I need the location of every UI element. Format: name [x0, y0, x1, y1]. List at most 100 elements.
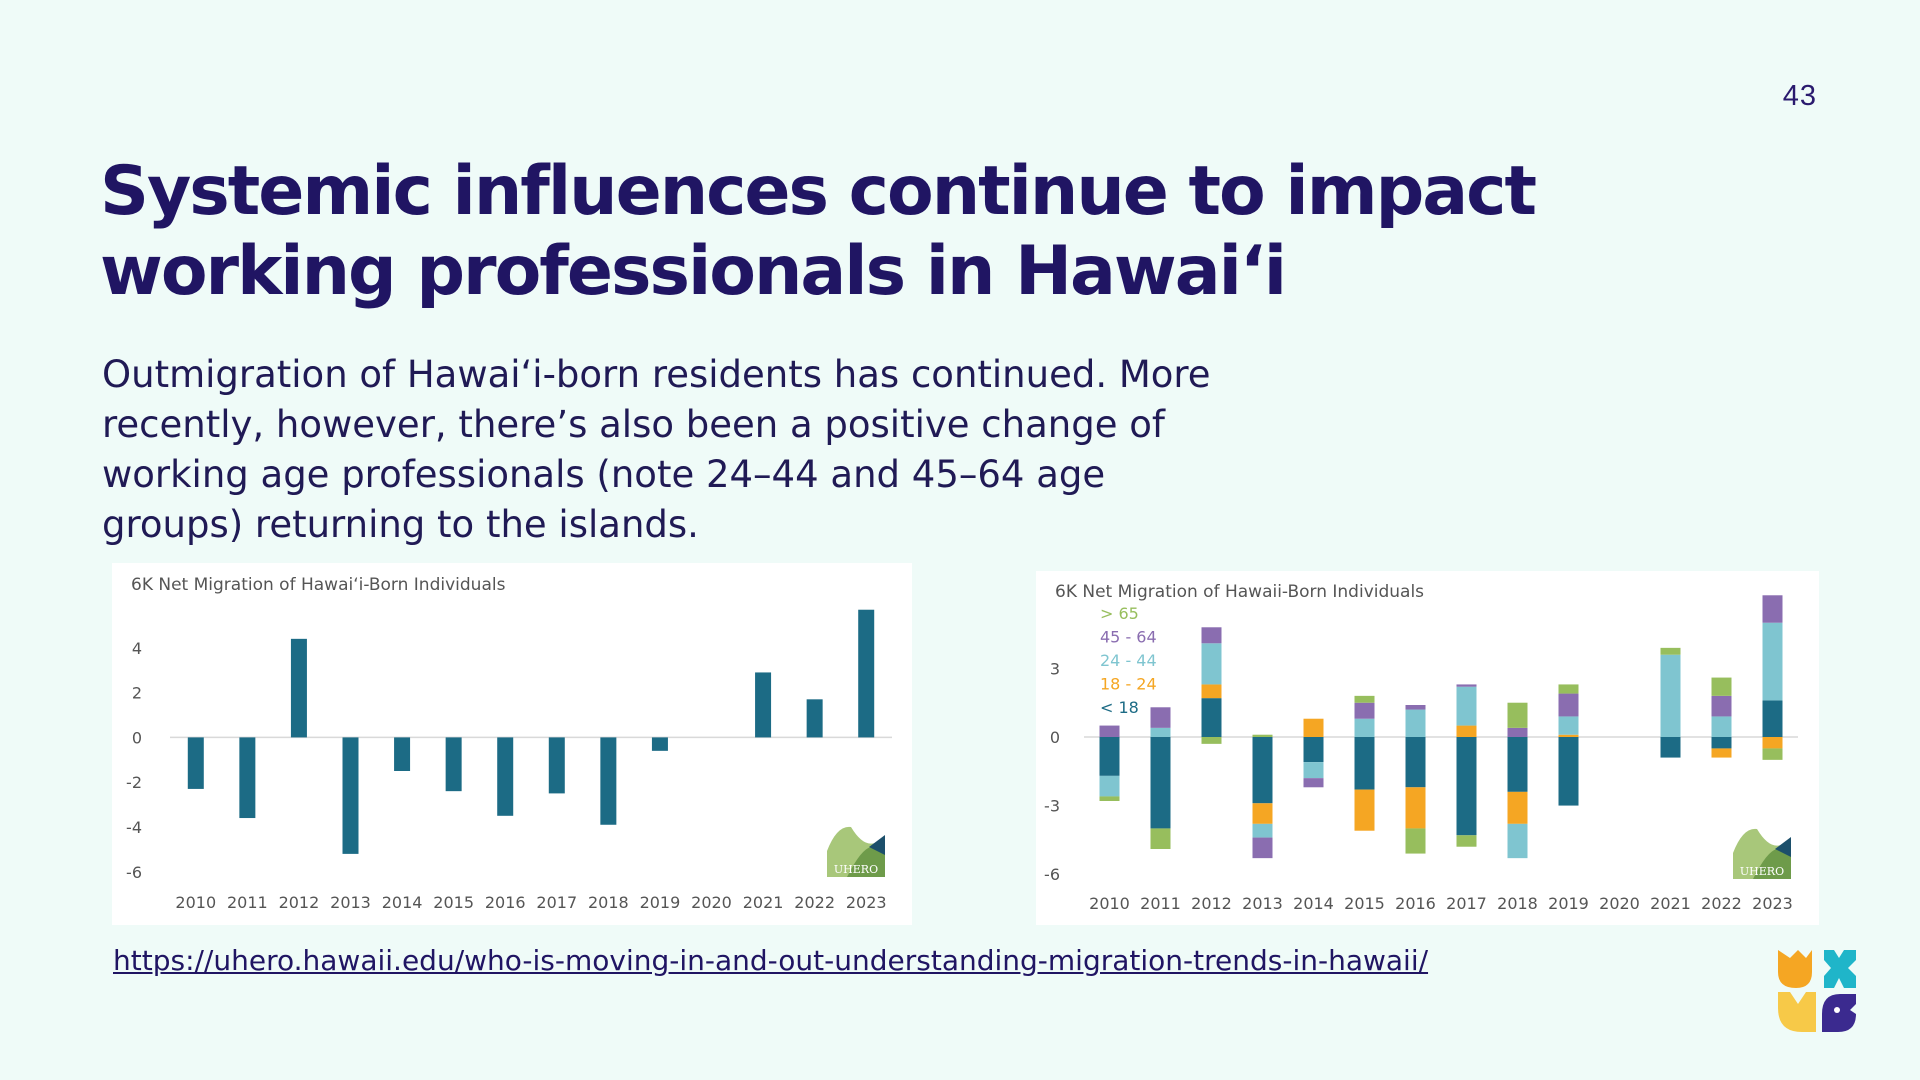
x-tick-label: 2013	[1242, 894, 1283, 913]
x-tick-label: 2020	[691, 893, 732, 912]
body-line-3: working age professionals (note 24–44 an…	[102, 453, 1106, 496]
bar-2016-lt18	[1405, 737, 1426, 788]
watermark-wave	[869, 835, 885, 855]
bar-2010-gt65	[1099, 796, 1120, 801]
y-tick-label: 0	[132, 728, 142, 747]
net-migration-chart: 6K Net Migration of Hawai‘i-Born Individ…	[112, 563, 912, 925]
x-tick-label: 2022	[794, 893, 835, 912]
bar-2013-gt65	[1252, 734, 1273, 737]
bar-2021-lt18	[1660, 737, 1681, 758]
y-tick-label: 2	[132, 684, 142, 703]
bar-2017	[548, 737, 565, 794]
x-tick-label: 2015	[1344, 894, 1385, 913]
watermark-text: UHERO	[834, 863, 878, 876]
bar-2022-a18_24	[1711, 748, 1732, 758]
legend-item: > 65	[1100, 604, 1139, 623]
bar-2022-lt18	[1711, 737, 1732, 749]
body-paragraph: Outmigration of Hawai‘i-born residents h…	[102, 350, 1322, 550]
bar-2010-a45_64	[1099, 725, 1120, 737]
page-title-line-1: Systemic influences continue to impact	[100, 152, 1537, 231]
bar-2023-a24_44	[1762, 622, 1783, 701]
x-tick-label: 2016	[485, 893, 526, 912]
bar-2012-lt18	[1201, 698, 1222, 737]
bar-2021-gt65	[1660, 647, 1681, 655]
bar-2012-gt65	[1201, 737, 1222, 744]
bar-2023	[858, 609, 875, 738]
body-line-1: Outmigration of Hawai‘i-born residents h…	[102, 353, 1211, 396]
x-tick-label: 2021	[743, 893, 784, 912]
x-tick-label: 2017	[536, 893, 577, 912]
bar-2016	[497, 737, 514, 816]
bar-2013-a45_64	[1252, 837, 1273, 859]
bar-2013-lt18	[1252, 737, 1273, 804]
y-tick-label: 3	[1050, 659, 1060, 678]
legend-item: 24 - 44	[1100, 651, 1157, 670]
bar-2018-a18_24	[1507, 791, 1528, 824]
bar-2023-lt18	[1762, 700, 1783, 737]
uhero-watermark-icon: UHERO	[1733, 828, 1791, 879]
y-tick-label: 0	[1050, 728, 1060, 747]
age-group-migration-chart-svg: 6K Net Migration of Hawaii-Born Individu…	[1044, 582, 1798, 913]
bar-2011	[239, 737, 256, 819]
bar-2023-a18_24	[1762, 737, 1783, 749]
brand-logo-icon	[1778, 950, 1856, 1032]
bar-2021	[755, 672, 772, 738]
bar-2010-lt18	[1099, 737, 1120, 776]
body-line-2: recently, however, there’s also been a p…	[102, 403, 1165, 446]
bar-2017-a24_44	[1456, 686, 1477, 726]
x-tick-label: 2023	[846, 893, 887, 912]
bar-2023-gt65	[1762, 748, 1783, 760]
bar-2016-a45_64	[1405, 705, 1426, 710]
source-link[interactable]: https://uhero.hawaii.edu/who-is-moving-i…	[113, 944, 1429, 977]
x-tick-label: 2018	[1497, 894, 1538, 913]
legend-item: 45 - 64	[1100, 628, 1157, 647]
bar-2015	[445, 737, 462, 792]
bar-2013	[342, 737, 359, 854]
bar-2015-a18_24	[1354, 789, 1375, 831]
x-tick-label: 2011	[227, 893, 268, 912]
bar-2012-a18_24	[1201, 684, 1222, 699]
age-group-migration-chart: 6K Net Migration of Hawaii-Born Individu…	[1036, 571, 1819, 925]
bar-2019	[651, 737, 668, 751]
bar-2019-gt65	[1558, 684, 1579, 694]
bar-2012-a24_44	[1201, 643, 1222, 685]
x-tick-label: 2022	[1701, 894, 1742, 913]
bar-2018-lt18	[1507, 737, 1528, 792]
bar-2016-a18_24	[1405, 787, 1426, 829]
page-title: Systemic influences continue to impact w…	[100, 152, 1700, 312]
x-tick-label: 2019	[1548, 894, 1589, 913]
bar-2015-a24_44	[1354, 718, 1375, 737]
bar-2019-a18_24	[1558, 734, 1579, 737]
bar-2021-a24_44	[1660, 654, 1681, 737]
y-tick-label: -3	[1044, 797, 1060, 816]
bar-2019-a24_44	[1558, 716, 1579, 735]
bar-2014-a45_64	[1303, 778, 1324, 788]
bar-2011-a24_44	[1150, 727, 1171, 737]
x-tick-label: 2010	[1089, 894, 1130, 913]
legend-item: 18 - 24	[1100, 675, 1157, 694]
bar-2010	[187, 737, 204, 789]
bar-2018-a45_64	[1507, 727, 1528, 737]
y-tick-label: -6	[126, 863, 142, 882]
x-tick-label: 2013	[330, 893, 371, 912]
bar-2017-lt18	[1456, 737, 1477, 836]
bar-2013-a18_24	[1252, 803, 1273, 824]
bar-2019-lt18	[1558, 737, 1579, 806]
x-tick-label: 2014	[1293, 894, 1334, 913]
bar-2018	[600, 737, 617, 825]
bar-2018-gt65	[1507, 702, 1528, 728]
bar-2017-a18_24	[1456, 725, 1477, 737]
y-tick-label: -2	[126, 773, 142, 792]
x-tick-label: 2010	[175, 893, 216, 912]
x-tick-label: 2017	[1446, 894, 1487, 913]
bar-2022-a24_44	[1711, 716, 1732, 737]
bar-2023-a45_64	[1762, 595, 1783, 623]
watermark-wave	[1775, 837, 1791, 857]
bar-2013-a24_44	[1252, 823, 1273, 838]
x-tick-label: 2021	[1650, 894, 1691, 913]
x-tick-label: 2015	[433, 893, 474, 912]
bar-2012-a45_64	[1201, 627, 1222, 644]
bar-2016-gt65	[1405, 828, 1426, 854]
page-title-line-2: working professionals in Hawai‘i	[100, 232, 1287, 311]
x-tick-label: 2012	[1191, 894, 1232, 913]
